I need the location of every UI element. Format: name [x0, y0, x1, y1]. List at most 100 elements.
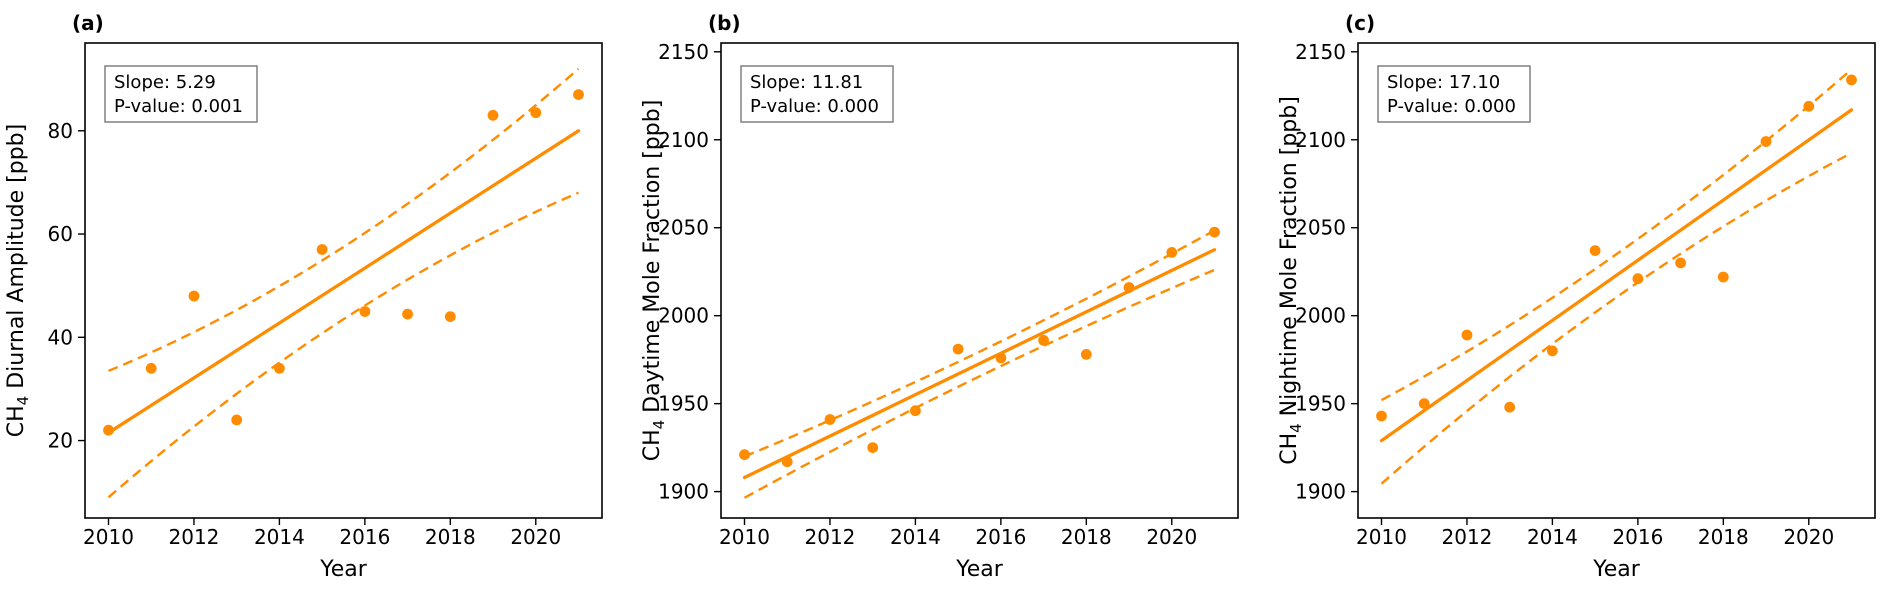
ci-upper-line — [108, 67, 580, 373]
scatter-point — [910, 405, 921, 417]
x-axis-label: Year — [955, 557, 1004, 582]
scatter-point — [1717, 271, 1729, 283]
y-axis-tick-label: 2100 — [658, 128, 709, 152]
y-axis-tick-label: 2150 — [1295, 40, 1346, 64]
scatter-point — [1038, 334, 1049, 346]
panel-title: (c) — [1345, 11, 1375, 35]
y-axis-tick-label: 1900 — [1295, 480, 1346, 504]
x-axis-tick-label: 2020 — [1783, 525, 1834, 549]
panel-title: (a) — [72, 11, 104, 35]
scatter-point — [231, 414, 243, 426]
scatter-point — [359, 306, 371, 317]
scatter-point — [1547, 345, 1558, 357]
scatter-point — [103, 424, 114, 436]
scatter-point — [1846, 74, 1857, 86]
y-axis-tick-label: 60 — [48, 222, 73, 246]
y-axis-tick-label: 2100 — [1295, 128, 1346, 152]
trend-line — [106, 129, 581, 435]
x-axis-tick-label: 2010 — [83, 525, 134, 549]
panel-a-chart: 2010 2012 2014 2016 2018 202020406080YearCH4 … — [4, 11, 603, 582]
scatter-point — [487, 109, 499, 121]
x-axis-tick-label: 2018 — [1061, 525, 1112, 549]
y-axis-tick-label: 1950 — [1295, 392, 1346, 416]
annotation-pvalue-text: P-value: 0.001 — [114, 96, 243, 117]
x-axis-tick-label: 2012 — [805, 525, 856, 549]
scatter-point — [1632, 273, 1644, 285]
y-axis-label: CH4 Nightime Mole Fraction [ppb] — [1277, 96, 1305, 465]
scatter-point — [1376, 410, 1387, 422]
scatter-point — [995, 352, 1007, 364]
scatter-point — [739, 449, 750, 461]
scatter-point — [1461, 329, 1473, 341]
scatter-point — [530, 107, 542, 119]
y-axis-tick-label: 40 — [48, 325, 73, 349]
y-axis-tick-label: 2000 — [1295, 304, 1346, 328]
ci-upper-line — [1380, 68, 1853, 402]
y-axis-tick-label: 2150 — [658, 40, 709, 64]
scatter-point — [781, 456, 793, 468]
trend-line — [742, 248, 1217, 480]
x-axis-tick-label: 2014 — [890, 525, 941, 549]
scatter-point — [952, 343, 964, 355]
scatter-point — [1760, 136, 1772, 147]
panel-a: 2010 2012 2014 2016 2018 2020 20 40 60 80 Year CH4 … — [0, 0, 631, 592]
x-axis-tick-label: 2012 — [169, 525, 220, 549]
ci-upper-line — [744, 229, 1216, 458]
x-axis-tick-label: 2018 — [425, 525, 476, 549]
scatter-point — [824, 414, 836, 425]
annotation-box — [104, 65, 258, 123]
ci-lower-line — [1380, 151, 1853, 485]
y-axis-tick-label: 20 — [48, 429, 73, 453]
scatter-point — [444, 311, 456, 322]
y-axis-tick-label: 2000 — [658, 304, 709, 328]
ci-lower-line — [743, 268, 1215, 499]
x-axis-tick-label: 2010 — [719, 525, 770, 549]
scatter-point — [1803, 100, 1815, 112]
panel-c-chart: 2010 2012 2014 2016 2018 2020 1900 1950 2000 2050… — [1277, 11, 1876, 582]
x-axis-tick-label: 2016 — [975, 525, 1026, 549]
scatter-point — [316, 244, 328, 255]
scatter-point — [1418, 398, 1430, 409]
scatter-point — [145, 362, 157, 374]
scatter-point — [573, 89, 584, 100]
annotation-pvalue-text: P-value: 0.000 — [1387, 96, 1516, 117]
scatter-point — [1209, 226, 1220, 238]
x-axis-tick-label: 2010 — [1356, 525, 1407, 549]
x-axis-tick-label: 2018 — [1698, 525, 1749, 549]
scatter-point — [274, 362, 285, 374]
plot-border — [84, 42, 603, 519]
y-axis-label: CH4 Daytime Mole Fraction [ppb] — [640, 100, 668, 462]
scatter-point — [1504, 401, 1516, 413]
x-axis-tick-label: 2016 — [1612, 525, 1663, 549]
y-axis-tick-label: 80 — [48, 119, 73, 143]
scatter-point — [867, 442, 879, 453]
panel-title: (b) — [708, 11, 741, 35]
y-axis-label: CH4 Diurnal Amplitude [ppb] — [4, 124, 32, 437]
scatter-point — [1080, 349, 1092, 360]
panel-b: 2010 2012 2014 2016 2018 2020 1900 1950 2000 2050… — [631, 0, 1262, 592]
x-axis-label: Year — [319, 557, 368, 582]
annotation-slope-text: Slope: 11.81 — [750, 72, 863, 93]
x-axis-label: Year — [1592, 557, 1641, 582]
annotation-slope-text: Slope: 17.10 — [1387, 72, 1500, 93]
x-axis-tick-label: 2020 — [510, 525, 561, 549]
y-axis-tick-label: 2050 — [1295, 216, 1346, 240]
x-axis-tick-label: 2016 — [339, 525, 390, 549]
annotation-pvalue-text: P-value: 0.000 — [750, 96, 879, 117]
x-axis-tick-label: 2020 — [1146, 525, 1197, 549]
y-axis-tick-label: 2050 — [658, 216, 709, 240]
x-axis-tick-label: 2012 — [1442, 525, 1493, 549]
plot-border — [720, 42, 1239, 519]
plot-border — [1357, 42, 1876, 519]
y-axis-tick-label: 1900 — [658, 480, 709, 504]
scatter-point — [1675, 257, 1686, 269]
panel-c: 2010 2012 2014 2016 2018 2020 1900 1950 2000 2050… — [1262, 0, 1892, 592]
x-axis-tick-label: 2014 — [1527, 525, 1578, 549]
annotation-box — [1377, 65, 1531, 123]
x-axis-tick-label: 2014 — [254, 525, 305, 549]
ci-lower-line — [107, 191, 579, 499]
scatter-point — [1123, 282, 1135, 293]
annotation-slope-text: Slope: 5.29 — [114, 72, 216, 93]
scatter-point — [188, 290, 200, 302]
